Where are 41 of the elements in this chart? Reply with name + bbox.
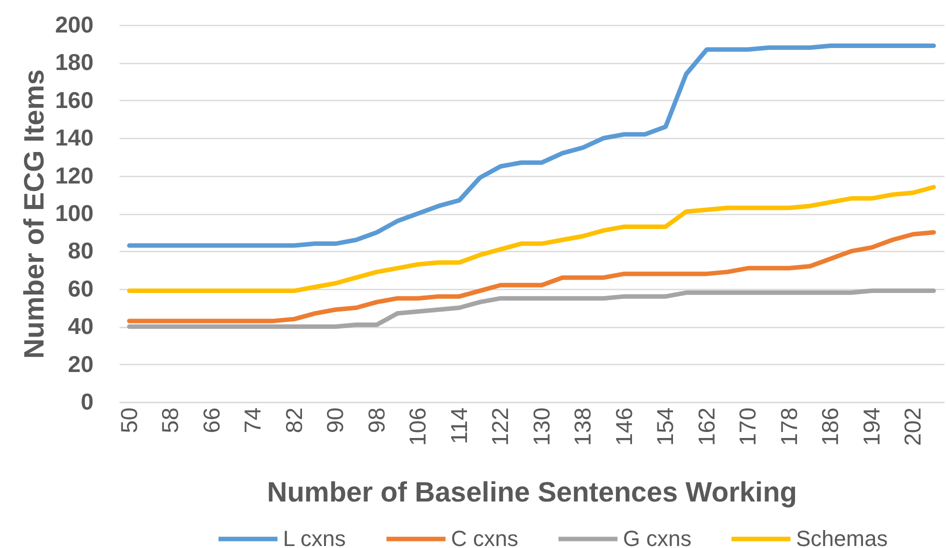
x-tick-label: 194 <box>858 407 884 446</box>
legend-label: G cxns <box>623 526 692 548</box>
x-tick-label: 162 <box>693 408 720 446</box>
x-tick-label: 154 <box>652 407 678 446</box>
y-tick-label: 20 <box>68 350 94 377</box>
y-tick-label: 140 <box>55 124 94 151</box>
legend-label: L cxns <box>283 526 346 548</box>
x-tick-label: 122 <box>487 408 514 446</box>
legend-label: Schemas <box>796 526 888 548</box>
x-tick-label: 130 <box>528 408 554 446</box>
y-tick-label: 180 <box>55 49 94 76</box>
y-tick-label: 40 <box>68 313 94 340</box>
y-axis-title: Number of ECG Items <box>18 69 50 359</box>
x-tick-label: 106 <box>404 408 431 446</box>
x-tick-label: 82 <box>280 408 307 434</box>
line-series <box>127 43 936 248</box>
y-tick-label: 120 <box>55 162 94 188</box>
x-axis-title: Number of Baseline Sentences Working <box>266 476 798 508</box>
y-tick-label: 60 <box>68 275 94 302</box>
x-tick-label: 138 <box>570 408 596 446</box>
y-tick-label: 160 <box>55 86 94 113</box>
legend-label: C cxns <box>451 526 518 548</box>
y-tick-label: 0 <box>80 388 94 414</box>
line-series <box>127 230 936 324</box>
x-tick-label: 202 <box>900 408 926 446</box>
y-tick-label: 200 <box>55 12 94 38</box>
x-tick-label: 186 <box>817 408 844 446</box>
x-tick-label: 66 <box>198 408 224 434</box>
x-tick-label: 50 <box>116 408 142 434</box>
x-tick-label: 74 <box>240 407 266 434</box>
x-tick-label: 114 <box>446 407 472 444</box>
line-series <box>127 288 936 329</box>
x-tick-label: 90 <box>322 408 348 434</box>
y-tick-label: 100 <box>55 200 94 226</box>
x-tick-label: 170 <box>734 408 761 446</box>
line-series <box>127 184 936 294</box>
x-tick-label: 58 <box>157 408 184 434</box>
x-tick-label: 146 <box>610 408 637 446</box>
x-tick-label: 98 <box>363 408 390 434</box>
x-tick-label: 178 <box>776 408 802 446</box>
y-tick-label: 80 <box>68 238 94 264</box>
